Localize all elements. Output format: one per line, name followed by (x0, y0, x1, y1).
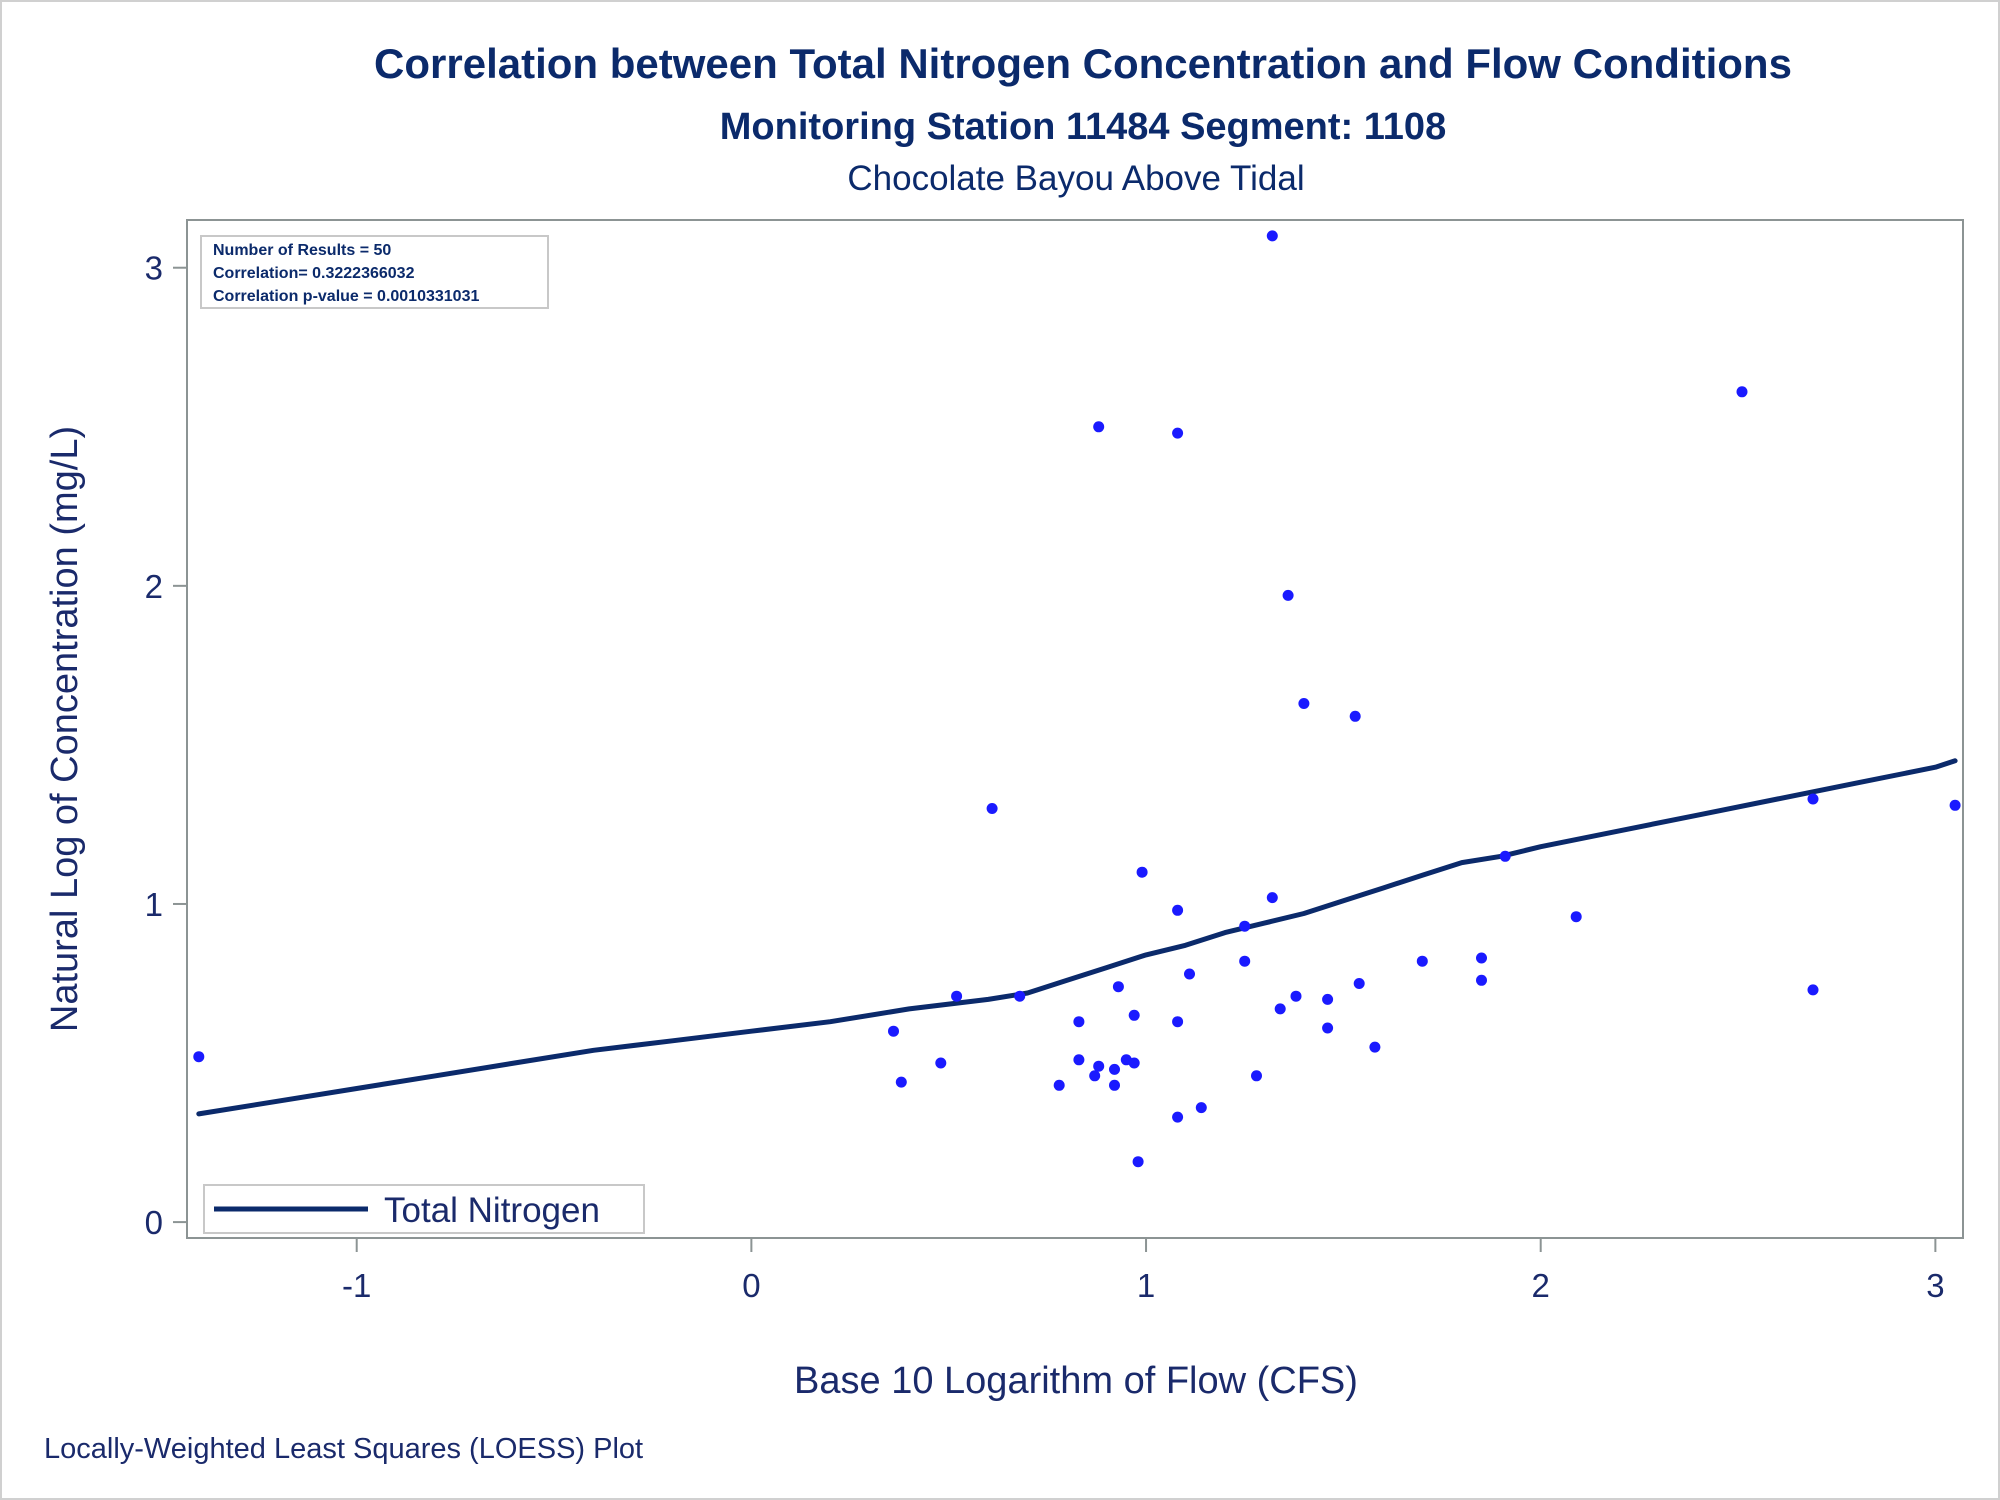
data-point (1093, 1060, 1105, 1072)
data-point (1499, 850, 1511, 862)
data-point (1349, 710, 1361, 722)
data-point (1239, 955, 1251, 967)
legend-label: Total Nitrogen (384, 1191, 600, 1230)
data-point (1476, 974, 1487, 986)
data-point (1353, 978, 1365, 989)
stat-correlation: Correlation= 0.3222366032 (213, 265, 415, 282)
data-point (935, 1057, 947, 1069)
data-point (1172, 1016, 1184, 1028)
data-point (1093, 421, 1105, 433)
chart-subtitle: Monitoring Station 11484 Segment: 1108 (720, 106, 1446, 148)
data-point (1109, 1063, 1120, 1075)
x-tick-label: 0 (742, 1267, 760, 1304)
data-point (193, 1051, 205, 1063)
y-tick-label: 0 (145, 1204, 163, 1241)
data-point (1089, 1070, 1101, 1082)
stats-box-border (200, 235, 549, 309)
data-point (888, 1025, 899, 1037)
data-point (1807, 984, 1819, 996)
data-point (1322, 993, 1334, 1005)
data-point (1053, 1079, 1065, 1091)
x-tick-label: 3 (1926, 1267, 1944, 1304)
data-point (1172, 427, 1184, 439)
x-axis-label: Base 10 Logarithm of Flow (CFS) (794, 1360, 1358, 1402)
chart-title: Correlation between Total Nitrogen Conce… (374, 40, 1792, 87)
data-point (1298, 698, 1310, 709)
stat-number-of-results: Number of Results = 50 (213, 242, 391, 259)
data-point (1266, 230, 1278, 242)
data-point (1290, 990, 1302, 1002)
stat-p-value: Correlation p-value = 0.0010331031 (213, 288, 479, 305)
data-point (1184, 968, 1195, 980)
data-point (1132, 1156, 1144, 1168)
series-line-total-nitrogen (196, 758, 1958, 1117)
y-tick-label: 3 (145, 250, 163, 287)
data-point (1136, 866, 1148, 878)
data-point (1736, 386, 1748, 398)
data-point (1251, 1070, 1262, 1082)
data-point (1128, 1009, 1140, 1021)
data-point (951, 990, 963, 1002)
y-axis-label: Natural Log of Concentration (mg/L) (44, 426, 86, 1032)
y-axis: 0 1 2 3 (145, 250, 187, 1241)
x-tick-label: 2 (1532, 1267, 1550, 1304)
y-tick-label: 1 (145, 886, 163, 923)
data-point (1073, 1016, 1085, 1028)
chart-subtitle-secondary: Chocolate Bayou Above Tidal (847, 159, 1304, 198)
data-point (1282, 589, 1294, 601)
x-axis: -1 0 1 2 3 (342, 1238, 1945, 1304)
data-point (1570, 911, 1582, 923)
data-point (1266, 892, 1278, 904)
x-tick-label: -1 (342, 1267, 371, 1304)
data-point (1014, 990, 1026, 1002)
data-point (1949, 799, 1961, 811)
y-tick-label: 2 (145, 568, 163, 605)
data-point (1322, 1022, 1334, 1034)
data-point (895, 1076, 907, 1088)
plot-area (186, 219, 1964, 1239)
series-layer (193, 230, 1961, 1168)
data-point (1172, 904, 1184, 916)
data-point (1112, 981, 1124, 993)
data-point (1274, 1003, 1286, 1015)
data-point (1195, 1102, 1207, 1114)
legend: Total Nitrogen (203, 1184, 645, 1234)
stats-box: Number of Results = 50 Correlation= 0.32… (200, 235, 549, 309)
data-point (1073, 1054, 1085, 1066)
data-point (1239, 920, 1251, 932)
data-point (1172, 1111, 1184, 1123)
x-tick-label: 1 (1137, 1267, 1155, 1304)
data-point (1476, 952, 1487, 964)
data-point (1369, 1041, 1381, 1053)
data-point (986, 803, 998, 814)
data-point (1109, 1079, 1120, 1091)
data-point (1807, 793, 1819, 805)
data-point (1128, 1057, 1140, 1069)
data-point (1416, 955, 1428, 967)
footnote: Locally-Weighted Least Squares (LOESS) P… (44, 1433, 643, 1465)
